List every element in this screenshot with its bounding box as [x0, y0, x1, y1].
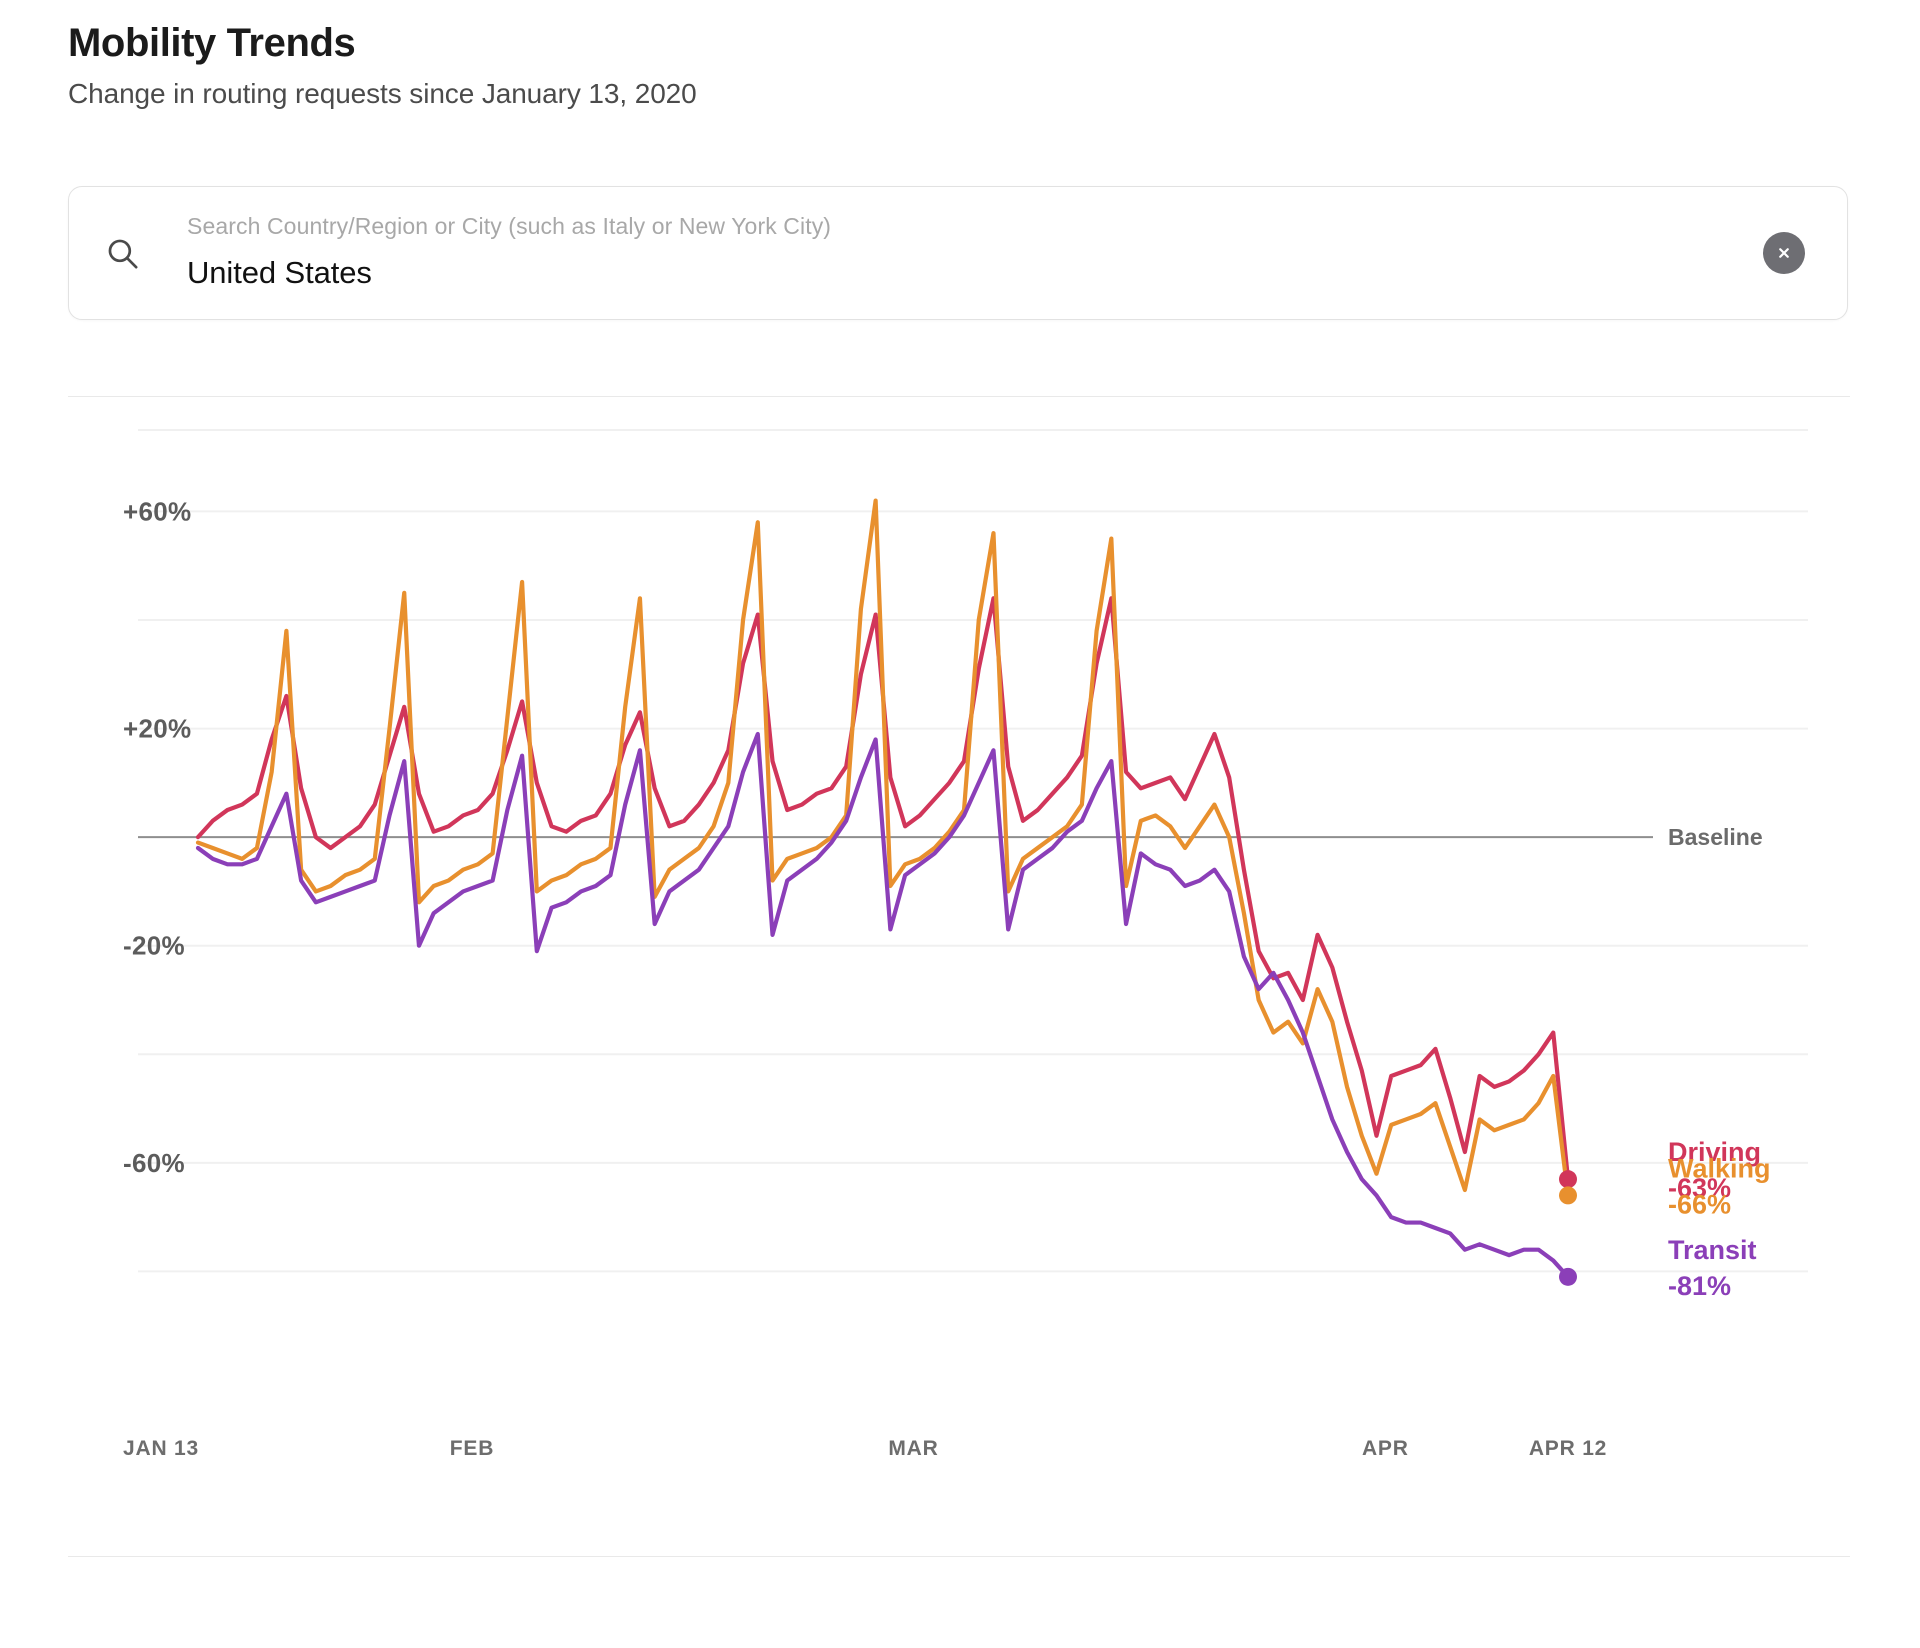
x-axis-tick: JAN 13 — [123, 1437, 199, 1460]
top-divider — [68, 396, 1850, 397]
y-axis-labels: +60% +20% -20% -60% — [123, 496, 191, 1177]
x-axis-tick: FEB — [450, 1437, 494, 1460]
y-axis-tick: +20% — [123, 714, 191, 744]
close-icon — [1779, 248, 1789, 258]
page-title: Mobility Trends — [68, 21, 356, 65]
series-lines — [195, 498, 1571, 1279]
x-axis-labels: JAN 13 FEB MAR APR APR 12 — [123, 1437, 1607, 1460]
legend-label: Walking — [1668, 1153, 1771, 1183]
series-end-dots — [1559, 1170, 1577, 1286]
legend-label: Transit — [1668, 1235, 1757, 1265]
y-axis-tick: -60% — [123, 1148, 185, 1178]
legend-value: -63% — [1668, 1173, 1731, 1203]
x-axis-tick: APR 12 — [1529, 1437, 1607, 1460]
header: Mobility Trends Change in routing reques… — [68, 20, 697, 110]
y-axis-tick: +60% — [123, 496, 191, 526]
legend-entry-transit: Transit -81% — [1668, 1235, 1757, 1301]
search-input[interactable]: United States — [187, 254, 372, 290]
x-axis-tick: APR — [1362, 1437, 1409, 1460]
y-axis-tick: -20% — [123, 931, 185, 961]
series-end-dot-transit — [1559, 1267, 1577, 1286]
legend-entry-walking: Walking -66% — [1668, 1153, 1771, 1219]
baseline-group: Baseline — [138, 824, 1763, 850]
search-placeholder: Search Country/Region or City (such as I… — [187, 213, 832, 239]
series-line-walking — [195, 498, 1571, 1198]
search-icon — [105, 236, 139, 270]
search-fields: Search Country/Region or City (such as I… — [187, 213, 1737, 291]
legend-entry-driving: Driving -63% — [1668, 1137, 1761, 1203]
series-line-transit — [195, 731, 1571, 1279]
clear-search-button[interactable] — [1763, 232, 1805, 274]
series-end-dot-walking — [1559, 1186, 1577, 1205]
gridlines — [138, 429, 1808, 1273]
legend-value: -81% — [1668, 1271, 1731, 1301]
page-subtitle: Change in routing requests since January… — [68, 78, 697, 109]
mobility-chart: Baseline +60% +20% -20% -60% Driving -63% Wal… — [68, 420, 1858, 1530]
x-axis-tick: MAR — [888, 1437, 938, 1460]
series-legend: Driving -63%Walking -66% Transit -81% — [1668, 1137, 1771, 1301]
legend-label: Driving — [1668, 1137, 1761, 1167]
bottom-divider — [68, 1556, 1850, 1557]
search-box[interactable]: Search Country/Region or City (such as I… — [68, 186, 1848, 320]
series-end-dot-driving — [1559, 1170, 1577, 1189]
chart-svg: Baseline +60% +20% -20% -60% Driving -63%Wal… — [123, 429, 1808, 1460]
legend-value: -66% — [1668, 1189, 1731, 1219]
baseline-label: Baseline — [1668, 824, 1763, 850]
